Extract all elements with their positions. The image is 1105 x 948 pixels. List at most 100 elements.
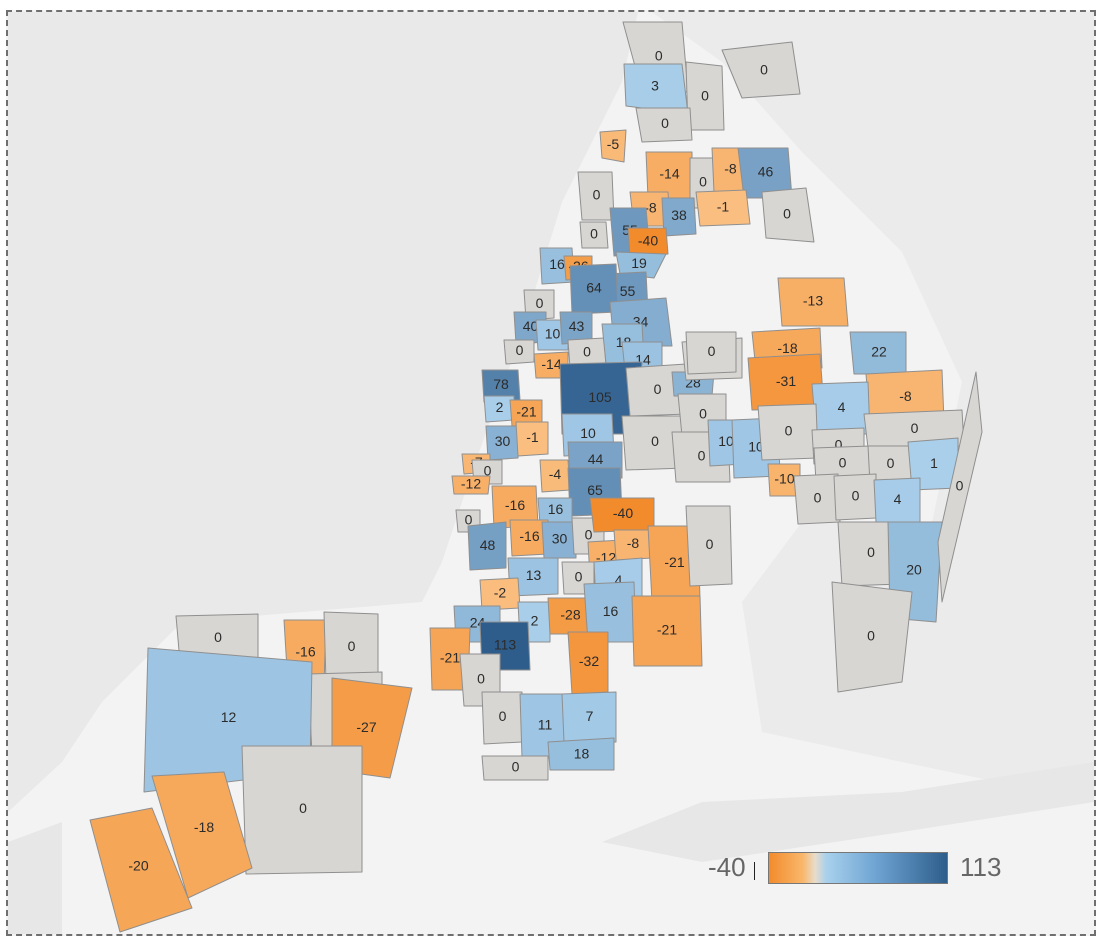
zone-shape[interactable] <box>467 521 507 571</box>
zone-value-label: 0 <box>214 629 222 645</box>
zone-queens-19[interactable]: -31 <box>747 353 825 411</box>
zone-bronx-n3[interactable]: 0 <box>685 61 725 131</box>
zone-shape[interactable] <box>579 221 609 249</box>
zone-bk-12[interactable]: 0 <box>685 505 733 587</box>
zone-queens-20[interactable]: 22 <box>849 331 907 375</box>
zone-value-label: -18 <box>777 340 797 356</box>
zone-manh-15[interactable]: -1 <box>515 421 549 457</box>
zone-queens-30[interactable]: 0 <box>793 473 841 525</box>
zone-queens-22[interactable]: 4 <box>811 381 871 435</box>
zone-bronx-c5[interactable]: 0 <box>761 187 815 243</box>
zone-manh-18[interactable]: -12 <box>451 475 491 495</box>
zone-shape[interactable] <box>89 807 193 933</box>
zone-value-label: 0 <box>956 478 964 494</box>
zone-bk-4[interactable]: 48 <box>467 521 507 571</box>
zone-shape[interactable] <box>515 421 549 457</box>
zone-queens-36[interactable]: 0 <box>937 371 983 603</box>
zone-shape[interactable] <box>615 251 667 279</box>
zone-bronx-c6[interactable]: -1 <box>695 189 751 227</box>
zone-shape[interactable] <box>535 319 569 351</box>
zone-shape[interactable] <box>937 371 983 603</box>
zone-bronx-n5[interactable]: 0 <box>635 107 693 143</box>
zone-bk-26[interactable]: 0 <box>481 691 523 745</box>
zone-shape[interactable] <box>631 595 703 667</box>
zone-si-9[interactable]: -20 <box>89 807 193 933</box>
zone-manh-6[interactable]: 10 <box>535 319 569 351</box>
zone-manh-12[interactable]: 2 <box>483 395 515 423</box>
zone-bk-23[interactable]: -21 <box>429 627 471 691</box>
zone-shape[interactable] <box>151 771 253 899</box>
zone-queens-17[interactable]: -13 <box>777 277 849 327</box>
zone-bk-5[interactable]: -16 <box>509 519 549 557</box>
zone-shape[interactable] <box>485 425 519 461</box>
zone-bronx-s2[interactable]: -40 <box>627 227 669 259</box>
zone-queens-12[interactable]: -4 <box>539 459 571 493</box>
zone-si-8[interactable]: -18 <box>151 771 253 899</box>
zone-manh-13[interactable]: -21 <box>509 399 543 427</box>
zone-shape[interactable] <box>503 339 535 365</box>
zone-value-label: 0 <box>516 342 524 358</box>
zone-bk-8[interactable]: -40 <box>589 497 655 533</box>
zone-bronx-c1[interactable]: -14 <box>645 151 693 199</box>
zone-bk-30[interactable]: 0 <box>481 755 549 781</box>
zone-shape[interactable] <box>241 745 363 875</box>
zone-shape[interactable] <box>599 129 627 163</box>
zone-queens-21[interactable]: -8 <box>865 369 945 425</box>
zone-value-label: -1 <box>717 199 730 215</box>
zone-shape[interactable] <box>761 187 815 243</box>
zone-queens-37[interactable]: 0 <box>685 331 737 375</box>
zone-value-label: 43 <box>569 318 585 334</box>
zone-bk-19[interactable]: -28 <box>547 597 593 635</box>
zone-bronx-c9[interactable]: 0 <box>577 171 615 221</box>
zone-queens-31[interactable]: 0 <box>833 473 877 521</box>
zone-bk-6[interactable]: 30 <box>541 521 577 559</box>
zone-shape[interactable] <box>685 331 737 375</box>
zone-queens-32[interactable]: 4 <box>873 477 921 523</box>
zone-shape[interactable] <box>541 521 577 559</box>
zone-shape[interactable] <box>685 505 733 587</box>
choropleth-map[interactable]: 03000-5-140-8460-1-838055-401955016-2664… <box>8 12 1094 934</box>
zone-bk-24[interactable]: -32 <box>567 631 609 695</box>
zone-bronx-c8[interactable]: 38 <box>661 197 697 237</box>
zone-shape[interactable] <box>481 755 549 781</box>
zone-bk-11[interactable]: -21 <box>647 525 701 603</box>
zone-value-label: 12 <box>221 709 237 725</box>
zone-value-label: 0 <box>814 490 822 506</box>
zone-bk-21[interactable]: -21 <box>631 595 703 667</box>
zone-shape[interactable] <box>661 197 697 237</box>
zone-bk-2[interactable]: 16 <box>537 497 573 525</box>
zone-bronx-w1[interactable]: -5 <box>599 129 627 163</box>
zone-si-7[interactable]: 0 <box>241 745 363 875</box>
zone-shape[interactable] <box>451 475 491 495</box>
zone-bk-29[interactable]: 18 <box>547 737 615 771</box>
zone-shape[interactable] <box>777 277 849 327</box>
zone-bk-10[interactable]: -8 <box>613 529 653 561</box>
zone-bronx-n4[interactable]: 0 <box>721 41 801 99</box>
zone-shape[interactable] <box>831 581 913 693</box>
zone-manh-8[interactable]: 0 <box>503 339 535 365</box>
zone-queens-23[interactable]: 0 <box>757 403 819 461</box>
zone-value-label: 13 <box>526 567 542 583</box>
zone-bronx-c4[interactable]: 46 <box>737 147 793 199</box>
zone-queens-29[interactable]: -10 <box>767 463 801 497</box>
zone-shape[interactable] <box>635 107 693 143</box>
zone-shape[interactable] <box>627 227 669 259</box>
zone-bk-28[interactable]: 7 <box>561 691 617 743</box>
zone-manh-9[interactable]: -14 <box>533 351 569 379</box>
zone-si-3[interactable]: 0 <box>323 611 379 683</box>
zone-shape[interactable] <box>685 61 725 131</box>
zone-value-label: 0 <box>701 88 709 104</box>
zone-bronx-s5[interactable]: 0 <box>579 221 609 249</box>
zone-manh-14[interactable]: 30 <box>485 425 519 461</box>
zone-value-label: 22 <box>871 344 887 360</box>
zone-shape[interactable] <box>561 691 617 743</box>
zone-shape[interactable] <box>721 41 801 99</box>
neighborhood-zones[interactable]: 03000-5-140-8460-1-838055-401955016-2664… <box>89 21 983 933</box>
zone-bronx-s3[interactable]: 19 <box>615 251 667 279</box>
zone-shape[interactable] <box>547 737 615 771</box>
zone-shape[interactable] <box>695 189 751 227</box>
zone-bronx-n2[interactable]: 3 <box>623 63 689 115</box>
zone-bk-16[interactable]: -2 <box>479 577 521 611</box>
zone-queens-35[interactable]: 0 <box>831 581 913 693</box>
zone-value-label: 0 <box>585 527 593 543</box>
